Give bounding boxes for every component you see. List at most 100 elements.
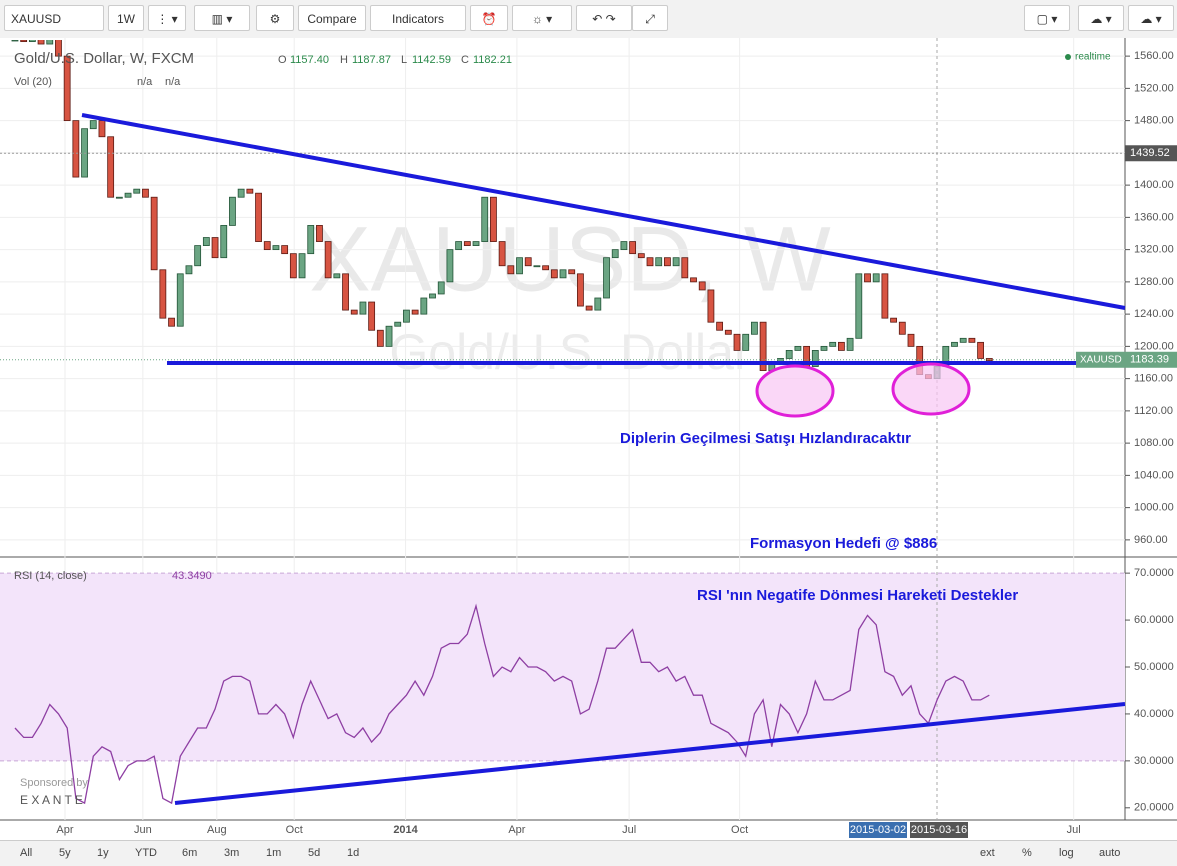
candle-body <box>707 289 715 323</box>
range-button[interactable]: 1y <box>97 847 109 859</box>
candle-body <box>124 192 132 198</box>
candle-body <box>63 55 71 122</box>
candle-body <box>855 273 863 339</box>
color-button[interactable]: ▢ ▾ <box>1024 5 1070 31</box>
settings-button[interactable]: ⚙ <box>256 5 294 31</box>
candle-body <box>785 350 793 359</box>
y-tick-label: 40.0000 <box>1134 708 1174 720</box>
range-button[interactable]: 1d <box>347 847 360 859</box>
candle-body <box>376 329 384 347</box>
candle-body <box>142 188 149 198</box>
y-tick-label: 1160.00 <box>1134 373 1173 385</box>
fullscreen-button[interactable]: ⤢ <box>632 5 668 31</box>
range-button[interactable]: ext <box>980 847 995 859</box>
candle-body <box>568 269 576 275</box>
range-button[interactable]: 6m <box>182 847 198 859</box>
x-tick-label: Jun <box>134 824 152 836</box>
candle-body <box>350 309 358 315</box>
last-price-bg <box>1076 351 1177 368</box>
interval-button[interactable]: 1W <box>108 5 144 31</box>
candle-body <box>881 273 889 319</box>
range-button[interactable]: 5y <box>59 847 71 859</box>
candle-body <box>959 337 967 343</box>
cloud-load[interactable]: ☁ ▾ <box>1128 5 1174 31</box>
candle-body <box>838 341 845 351</box>
ohlc-key: H <box>340 54 348 66</box>
range-button[interactable]: 3m <box>224 847 240 859</box>
candle-body <box>55 40 62 57</box>
candle-body <box>403 309 410 323</box>
range-button[interactable]: YTD <box>135 847 157 859</box>
candle-body <box>898 321 906 335</box>
candle-body <box>968 337 976 343</box>
ohlc-key: C <box>461 54 469 66</box>
candle-body <box>724 329 732 335</box>
range-button[interactable]: 1m <box>266 847 282 859</box>
range-button[interactable]: 5d <box>308 847 321 859</box>
indicators-button[interactable]: Indicators <box>370 5 466 31</box>
candle-body <box>324 241 332 279</box>
candle-body <box>681 257 689 279</box>
candle-body <box>437 281 445 295</box>
symbol-input[interactable]: XAUUSD <box>4 5 104 31</box>
y-tick-label: 70.0000 <box>1134 567 1174 579</box>
rsi-line <box>14 603 990 805</box>
x-tick-label: Apr <box>56 824 73 836</box>
y-tick-label: 1200.00 <box>1134 340 1174 352</box>
compare-button[interactable]: Compare <box>298 5 366 31</box>
range-button[interactable]: auto <box>1099 847 1121 859</box>
chart: XAUUSD, W Gold/U.S. Dollar 960.00 1000.00 1… <box>0 38 1177 840</box>
candle-body <box>646 257 654 267</box>
candle-body <box>394 321 402 327</box>
candle-body <box>289 253 297 279</box>
last-price-name: XAUUSD <box>1080 354 1122 365</box>
x-tick-label: Aug <box>207 824 227 836</box>
crosshair-date: 2015-03-02 <box>850 824 906 836</box>
candle-body <box>229 196 236 226</box>
idea-button[interactable]: ☼ ▾ <box>512 5 572 31</box>
y-tick-label: 1280.00 <box>1134 276 1174 288</box>
ohlc-value: 1182.21 <box>473 54 512 66</box>
highlight-ellipse <box>755 364 835 418</box>
candle-body <box>742 333 750 351</box>
candle-body <box>28 40 36 43</box>
status-dot <box>1065 54 1071 60</box>
ohlc-key: L <box>401 54 407 66</box>
candles <box>11 40 993 380</box>
watermark: Gold/U.S. Dollar <box>389 324 750 380</box>
range-button[interactable]: All <box>20 847 33 859</box>
candle-body <box>72 120 80 178</box>
rsi-value: 43.3490 <box>172 570 212 582</box>
alert-button[interactable]: ⏰ <box>470 5 508 31</box>
candle-body <box>472 241 480 246</box>
menu-button[interactable]: ⋮ ▾ <box>148 5 186 31</box>
candle-body <box>98 120 106 138</box>
sponsor: E X A N T E <box>20 793 83 807</box>
status: realtime <box>1075 52 1111 63</box>
y-tick-label: 1400.00 <box>1134 179 1174 191</box>
chart-style-button[interactable]: ▥ ▾ <box>194 5 250 31</box>
candle-body <box>316 225 323 242</box>
x-tick-label: Jul <box>622 824 636 836</box>
candle-body <box>907 333 915 347</box>
candle-body <box>716 321 724 331</box>
candle-body <box>498 241 506 267</box>
volume-legend: Vol (20) <box>14 76 52 88</box>
candle-body <box>550 269 558 279</box>
candle-body <box>255 192 262 242</box>
range-button[interactable]: log <box>1059 847 1074 859</box>
volume-value: n/a <box>137 76 153 88</box>
x-tick-label: Oct <box>286 824 303 836</box>
cloud-save[interactable]: ☁ ▾ <box>1078 5 1124 31</box>
price-label: 1439.52 <box>1130 147 1170 159</box>
candle-body <box>846 337 854 351</box>
candle-body <box>490 196 497 242</box>
y-tick-label: 1080.00 <box>1134 437 1174 449</box>
candle-body <box>429 293 436 299</box>
undo-redo[interactable]: ↶ ↷ <box>576 5 632 31</box>
range-button[interactable]: % <box>1022 847 1032 859</box>
candle-body <box>829 341 837 347</box>
candle-body <box>672 257 680 267</box>
candle-body <box>446 249 454 283</box>
